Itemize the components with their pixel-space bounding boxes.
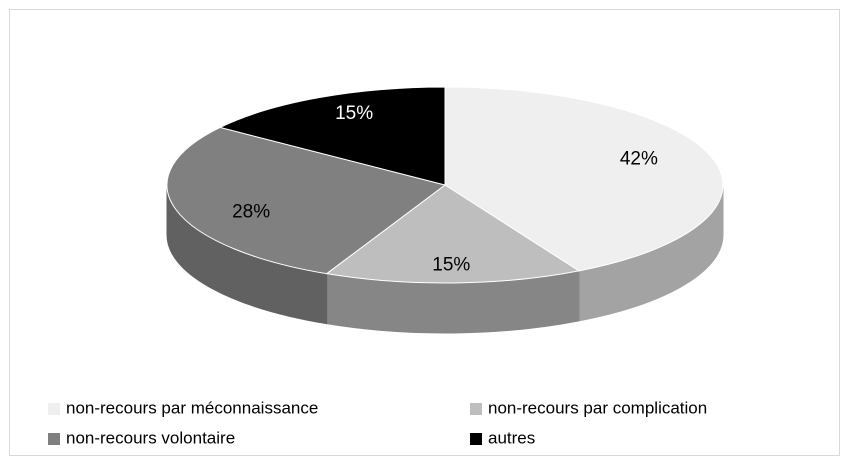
legend-swatch <box>48 433 60 445</box>
legend-label: non-recours par méconnaissance <box>66 398 318 417</box>
legend-swatch <box>470 433 482 445</box>
data-label: 42% <box>620 148 658 169</box>
legend-swatch <box>470 403 482 415</box>
data-label: 28% <box>232 202 270 223</box>
pie-slice <box>444 86 724 272</box>
legend-label: autres <box>488 428 535 447</box>
data-label: 15% <box>432 255 470 276</box>
pie-slice <box>325 184 581 284</box>
data-label: 15% <box>335 103 373 124</box>
legend-label: non-recours par complication <box>488 398 707 417</box>
pie-slice <box>166 126 447 275</box>
legend-swatch <box>48 403 60 415</box>
legend-label: non-recours volontaire <box>66 428 235 447</box>
pie-slice <box>218 86 446 186</box>
